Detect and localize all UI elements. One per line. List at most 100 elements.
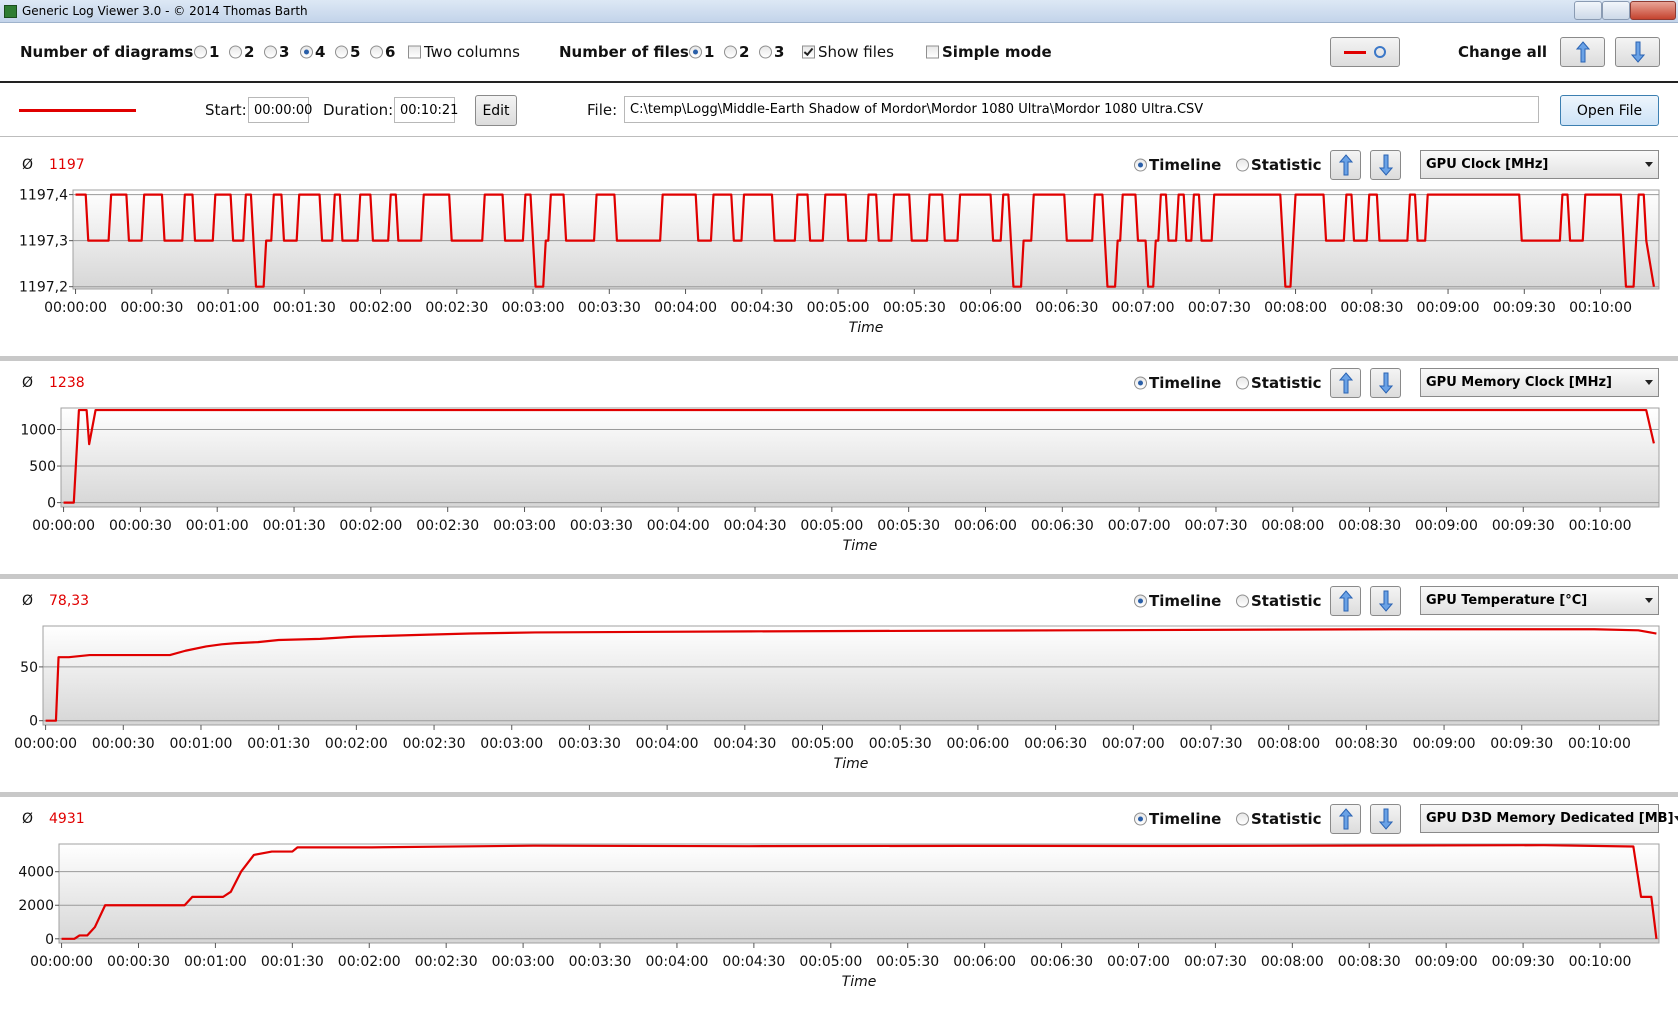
checkbox[interactable] (926, 45, 939, 59)
radio-button[interactable] (229, 45, 242, 59)
radio-button[interactable] (689, 45, 702, 59)
x-tick-label: 00:02:00 (338, 954, 401, 970)
x-tick-label: 00:07:30 (1184, 954, 1247, 970)
open-file-button[interactable]: Open File (1560, 95, 1659, 126)
x-tick-label: 00:02:00 (339, 518, 402, 534)
x-tick-label: 00:06:00 (953, 954, 1016, 970)
y-tick-label: 500 (29, 459, 56, 475)
diagram-chart: 1197,2 1197,3 1197,4 00:00:00 00:00:30 00:01:… (19, 188, 1660, 336)
x-tick-label: 00:01:30 (273, 300, 336, 316)
edit-button[interactable]: Edit (475, 95, 517, 126)
x-tick-label: 00:08:30 (1340, 300, 1403, 316)
dropdown-text: GPU Temperature [°C] (1426, 593, 1588, 608)
maximize-button[interactable] (1602, 1, 1630, 20)
arrow-icon (1378, 154, 1393, 176)
arrow-shape (1630, 41, 1645, 63)
file-label: File: (587, 101, 618, 119)
plot-area (58, 843, 1660, 944)
radio-button[interactable] (1134, 812, 1147, 826)
arrow-shape (1338, 590, 1353, 612)
arrow-shape (1338, 154, 1353, 176)
x-tick-label: 00:04:00 (646, 954, 709, 970)
dropdown-caret (1645, 162, 1653, 167)
radio-button[interactable] (335, 45, 348, 59)
duration-field[interactable]: 00:10:21 (394, 97, 458, 123)
radio-button[interactable] (1236, 376, 1249, 390)
x-tick-label: 00:02:30 (415, 954, 478, 970)
move-up-button[interactable] (1330, 804, 1361, 834)
x-tick-label: 00:08:00 (1261, 954, 1324, 970)
mode-label: Statistic (1251, 156, 1322, 174)
move-up-button[interactable] (1330, 586, 1361, 616)
x-tick-label: 00:00:30 (109, 518, 172, 534)
radio-button[interactable] (1236, 812, 1249, 826)
y-tick-label: 50 (20, 660, 38, 676)
checkbox-label: Simple mode (942, 43, 1052, 61)
swap-color-button[interactable] (1330, 37, 1400, 67)
dropdown-text: GPU D3D Memory Dedicated [MB] (1426, 811, 1674, 826)
move-down-button[interactable] (1370, 804, 1401, 834)
checkbox[interactable] (802, 45, 815, 59)
x-axis-label: Time (849, 320, 884, 336)
radio-button[interactable] (194, 45, 207, 59)
file-path-field[interactable]: C:\temp\Logg\Middle-Earth Shadow of Mord… (624, 96, 1539, 123)
arrow-icon (1630, 41, 1645, 63)
series-line (45, 628, 1657, 722)
move-up-button[interactable] (1330, 368, 1361, 398)
mode-label: Statistic (1251, 592, 1322, 610)
radio-button[interactable] (1134, 158, 1147, 172)
radio-button[interactable] (724, 45, 737, 59)
checkbox[interactable] (408, 45, 421, 59)
average-value: 78,33 (49, 593, 90, 609)
x-tick-label: 00:08:30 (1338, 518, 1401, 534)
x-tick-label: 00:07:00 (1102, 736, 1165, 752)
average-value: 1238 (49, 375, 85, 391)
radio-button[interactable] (1134, 376, 1147, 390)
move-up-button[interactable] (1330, 150, 1361, 180)
series-dropdown[interactable]: GPU D3D Memory Dedicated [MB] (1420, 804, 1678, 833)
radio-button[interactable] (370, 45, 383, 59)
minimize-button[interactable] (1574, 1, 1602, 20)
radio-label: 3 (774, 43, 785, 61)
diagram-chart: 0 50 00:00:00 00:00:30 00:01:00 00:01:30 00:02… (14, 625, 1660, 772)
radio-label: 3 (279, 43, 290, 61)
series-dropdown[interactable]: GPU Temperature [°C] (1420, 586, 1659, 615)
radio-button[interactable] (1236, 158, 1249, 172)
radio-button[interactable] (300, 45, 313, 59)
x-tick-label: 00:10:00 (1569, 300, 1632, 316)
x-tick-label: 00:00:30 (120, 300, 183, 316)
average-value: 4931 (49, 811, 85, 827)
series-dropdown[interactable]: GPU Memory Clock [MHz] (1420, 368, 1659, 397)
start-field[interactable]: 00:00:00 (248, 97, 312, 123)
radio-button[interactable] (1134, 594, 1147, 608)
file-color-line (19, 109, 136, 112)
arrow-shape (1575, 41, 1590, 63)
move-down-button[interactable] (1370, 586, 1401, 616)
start-label: Start: (205, 101, 247, 119)
arrow-icon (1338, 372, 1353, 394)
diagram-panel: Ø 4931 Timeline Statistic GPU D3D Memory Ded… (0, 792, 1678, 1009)
x-tick-label: 00:05:00 (791, 736, 854, 752)
radio-label: 1 (704, 43, 715, 61)
x-tick-label: 00:07:30 (1188, 300, 1251, 316)
diagram-panel: Ø 1238 Timeline Statistic GPU Memory Clock [… (0, 356, 1678, 574)
radio-button[interactable] (759, 45, 772, 59)
x-tick-label: 00:08:30 (1338, 954, 1401, 970)
x-tick-label: 00:07:00 (1112, 300, 1175, 316)
y-tick-label: 0 (29, 714, 38, 730)
x-tick-label: 00:03:30 (578, 300, 641, 316)
move-down-button[interactable] (1370, 150, 1401, 180)
y-tick-label: 1197,3 (19, 234, 68, 250)
radio-button[interactable] (1236, 594, 1249, 608)
x-tick-label: 00:09:00 (1415, 954, 1478, 970)
move-down-button[interactable] (1370, 368, 1401, 398)
series-dropdown[interactable]: GPU Clock [MHz] (1420, 150, 1659, 179)
move-down-button[interactable] (1615, 37, 1660, 67)
close-button[interactable] (1630, 1, 1676, 20)
radio-label: 4 (315, 43, 326, 61)
move-up-button[interactable] (1560, 37, 1605, 67)
y-tick-label: 0 (47, 496, 56, 512)
mode-label: Timeline (1149, 374, 1222, 392)
x-tick-label: 00:09:00 (1417, 300, 1480, 316)
radio-button[interactable] (264, 45, 277, 59)
